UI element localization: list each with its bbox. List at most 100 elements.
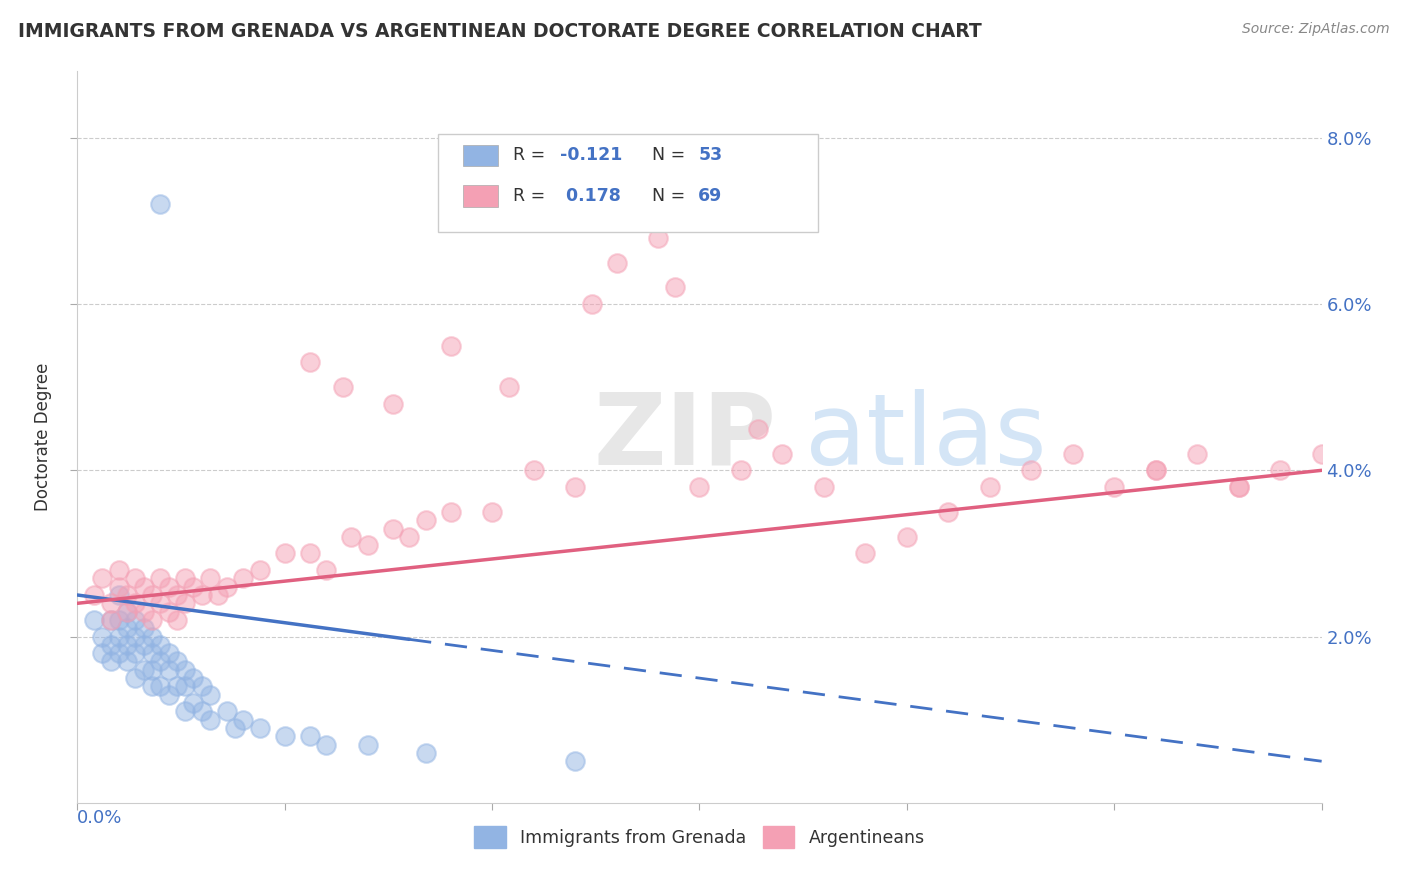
Point — [523, 463, 546, 477]
Point — [1310, 447, 1333, 461]
Point — [1144, 463, 1167, 477]
Point — [1021, 463, 1043, 477]
Point — [115, 655, 138, 669]
Point — [107, 630, 129, 644]
Point — [249, 721, 271, 735]
Point — [855, 546, 877, 560]
Point — [398, 530, 420, 544]
Point — [166, 680, 188, 694]
Legend: Immigrants from Grenada, Argentineans: Immigrants from Grenada, Argentineans — [465, 818, 934, 856]
Point — [83, 588, 105, 602]
Point — [124, 613, 146, 627]
Bar — [463, 145, 498, 167]
Point — [149, 571, 172, 585]
Point — [979, 480, 1001, 494]
Text: Source: ZipAtlas.com: Source: ZipAtlas.com — [1241, 22, 1389, 37]
Point — [107, 613, 129, 627]
Point — [157, 646, 180, 660]
Point — [1227, 480, 1250, 494]
Point — [1268, 463, 1291, 477]
Point — [606, 255, 628, 269]
Point — [689, 480, 711, 494]
Point — [439, 505, 461, 519]
Point — [115, 638, 138, 652]
Point — [124, 571, 146, 585]
Point — [115, 621, 138, 635]
Point — [141, 663, 163, 677]
Point — [107, 646, 129, 660]
Point — [332, 380, 354, 394]
Point — [107, 580, 129, 594]
Point — [166, 655, 188, 669]
Point — [149, 596, 172, 610]
Point — [166, 588, 188, 602]
Point — [100, 638, 122, 652]
Point — [415, 513, 437, 527]
Point — [91, 571, 114, 585]
Point — [141, 680, 163, 694]
Point — [157, 688, 180, 702]
Y-axis label: Doctorate Degree: Doctorate Degree — [34, 363, 52, 511]
Point — [315, 563, 337, 577]
Point — [174, 596, 197, 610]
Point — [183, 580, 205, 594]
Point — [357, 538, 380, 552]
Point — [813, 480, 835, 494]
Point — [273, 729, 295, 743]
Point — [107, 563, 129, 577]
Point — [198, 688, 221, 702]
Point — [115, 605, 138, 619]
Point — [1187, 447, 1209, 461]
Point — [273, 546, 295, 560]
Point — [564, 480, 586, 494]
Point — [115, 588, 138, 602]
Text: 53: 53 — [699, 146, 723, 164]
Point — [141, 630, 163, 644]
Point — [149, 197, 172, 211]
Point — [747, 422, 769, 436]
Point — [190, 588, 214, 602]
Text: IMMIGRANTS FROM GRENADA VS ARGENTINEAN DOCTORATE DEGREE CORRELATION CHART: IMMIGRANTS FROM GRENADA VS ARGENTINEAN D… — [18, 22, 981, 41]
Point — [91, 646, 114, 660]
FancyBboxPatch shape — [439, 134, 818, 232]
Text: atlas: atlas — [806, 389, 1047, 485]
Text: R =: R = — [513, 186, 551, 204]
Point — [157, 663, 180, 677]
Text: -0.121: -0.121 — [560, 146, 623, 164]
Point — [174, 571, 197, 585]
Point — [115, 605, 138, 619]
Point — [647, 230, 669, 244]
Point — [1144, 463, 1167, 477]
Point — [190, 705, 214, 719]
Point — [149, 638, 172, 652]
Point — [232, 571, 254, 585]
Text: 0.178: 0.178 — [560, 186, 621, 204]
Text: 69: 69 — [699, 186, 723, 204]
Point — [581, 297, 603, 311]
Point — [166, 613, 188, 627]
Point — [124, 646, 146, 660]
Point — [772, 447, 794, 461]
Text: R =: R = — [513, 146, 551, 164]
Point — [100, 596, 122, 610]
Text: N =: N = — [641, 186, 690, 204]
Point — [183, 696, 205, 710]
Point — [132, 663, 155, 677]
Text: N =: N = — [641, 146, 690, 164]
Point — [215, 580, 238, 594]
Point — [298, 355, 321, 369]
Point — [298, 729, 321, 743]
Text: 0.0%: 0.0% — [77, 809, 122, 828]
Point — [190, 680, 214, 694]
Point — [381, 521, 404, 535]
Point — [1227, 480, 1250, 494]
Point — [896, 530, 918, 544]
Point — [357, 738, 380, 752]
Point — [91, 630, 114, 644]
Point — [183, 671, 205, 685]
Point — [132, 605, 155, 619]
Point — [315, 738, 337, 752]
Point — [1102, 480, 1125, 494]
Point — [224, 721, 246, 735]
Point — [664, 280, 686, 294]
